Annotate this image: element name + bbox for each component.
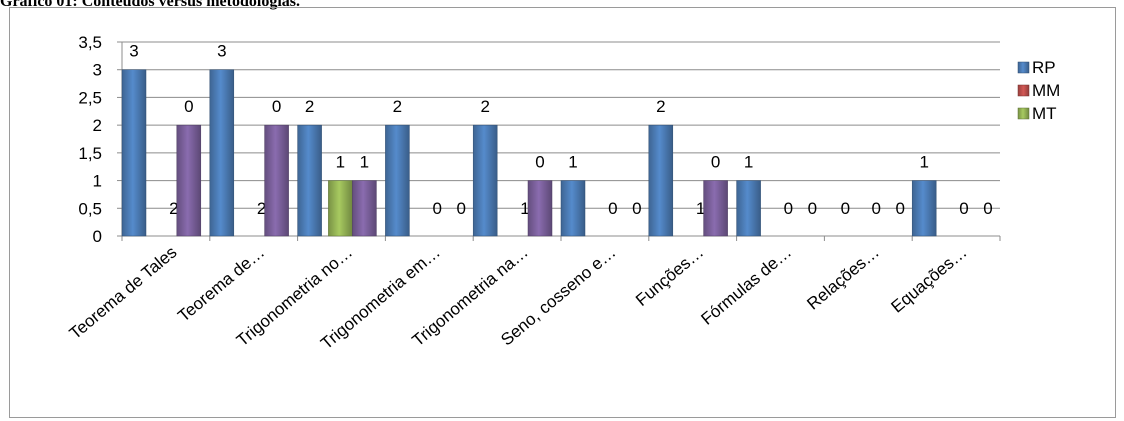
bar-rp: [209, 69, 235, 237]
data-label-mt: 0: [432, 199, 441, 218]
legend-swatch-mt: [1017, 107, 1030, 120]
y-tick-label: 1,5: [78, 144, 102, 163]
data-label-mm: 0: [895, 199, 904, 218]
data-label-rp: 3: [129, 42, 138, 61]
data-label-mt: 0: [608, 199, 617, 218]
bar-rp: [385, 124, 410, 237]
bar-mt: [328, 180, 353, 237]
data-label-mm: 1: [360, 153, 369, 172]
y-tick-label: 2: [93, 116, 102, 135]
data-label-rp: 1: [919, 153, 928, 172]
x-category-label: Teorema de Tales: [66, 243, 181, 344]
data-label-mt: 1: [336, 153, 345, 172]
y-tick-label: 1: [93, 172, 102, 191]
legend-label-mt: MT: [1032, 104, 1057, 123]
chart-frame: [9, 7, 1116, 418]
data-label-mt: 2: [169, 199, 178, 218]
data-label-mt: 0: [871, 199, 880, 218]
chart-caption: Gráfico 01: Conteúdos versus metodologia…: [0, 0, 300, 10]
data-label-rp: 2: [393, 97, 402, 116]
bar-rp: [121, 69, 147, 237]
legend-label-rp: RP: [1032, 58, 1056, 77]
legend-swatch-rp: [1017, 61, 1030, 74]
data-label-mm: 0: [535, 153, 544, 172]
data-label-rp: 3: [217, 42, 226, 61]
x-category-label: Fórmulas de…: [697, 243, 795, 329]
bar-rp: [297, 124, 322, 237]
bar-mm: [527, 180, 553, 237]
data-label-mt: 1: [696, 199, 705, 218]
data-label-mm: 0: [983, 199, 992, 218]
data-label-mm: 0: [808, 199, 817, 218]
data-label-mt: 2: [257, 199, 266, 218]
x-category-label: Equações…: [888, 243, 971, 317]
data-label-mm: 0: [184, 97, 193, 116]
bar-mm: [264, 124, 289, 237]
data-label-rp: 1: [744, 153, 753, 172]
bar-rp: [472, 124, 498, 237]
data-label-mm: 0: [711, 153, 720, 172]
data-label-mt: 0: [784, 199, 793, 218]
bar-rp: [736, 180, 761, 237]
data-label-mm: 0: [272, 97, 281, 116]
bar-mm: [352, 180, 377, 237]
bar-rp: [648, 124, 674, 237]
data-label-mm: 0: [456, 199, 465, 218]
data-label-rp: 0: [841, 199, 850, 218]
bar-mm: [176, 124, 202, 237]
data-label-rp: 2: [305, 97, 314, 116]
bar-rp: [560, 180, 586, 237]
y-tick-label: 0: [93, 227, 102, 246]
data-label-mt: 0: [959, 199, 968, 218]
data-label-rp: 2: [480, 97, 489, 116]
legend-swatch-mm: [1017, 84, 1030, 97]
bar-mm: [703, 180, 728, 237]
x-category-label: Teorema de…: [174, 243, 268, 326]
data-label-mm: 0: [632, 199, 641, 218]
legend-label-mm: MM: [1032, 81, 1060, 100]
y-tick-label: 0,5: [78, 199, 102, 218]
data-label-mt: 1: [520, 199, 529, 218]
data-label-rp: 2: [656, 97, 665, 116]
data-label-rp: 1: [568, 153, 577, 172]
y-tick-label: 3: [93, 61, 102, 80]
x-category-label: Relações…: [803, 243, 883, 314]
y-tick-label: 2,5: [78, 88, 102, 107]
x-category-label: Funções…: [632, 243, 707, 310]
bar-rp: [911, 180, 937, 237]
y-tick-label: 3,5: [78, 33, 102, 52]
